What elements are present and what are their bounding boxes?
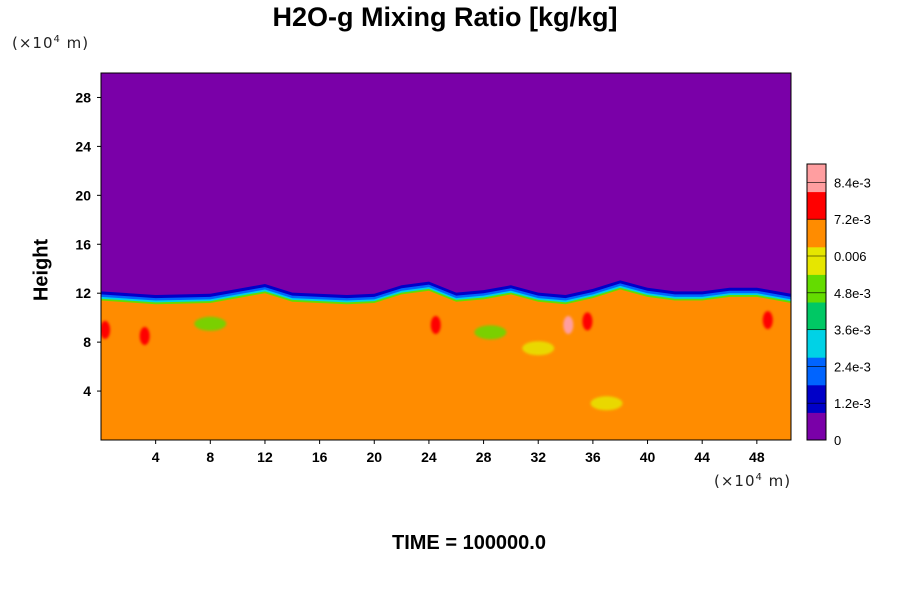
moist-region [101, 289, 791, 440]
field-layer [101, 73, 791, 440]
x-unit-exponent: 4 [755, 472, 763, 483]
colorbar-segment-6 [807, 246, 826, 275]
moist-patch-0 [101, 320, 111, 339]
chart-title: H2O-g Mixing Ratio [kg/kg] [272, 2, 618, 32]
colorbar-segment-3 [807, 329, 826, 358]
colorbar-tick-label-6: 7.2e-3 [834, 212, 871, 227]
x-tick-label-2: 12 [257, 449, 273, 465]
x-tick-label-7: 32 [530, 449, 546, 465]
colorbar-tick-label-3: 3.6e-3 [834, 323, 871, 338]
x-tick-label-10: 44 [694, 449, 710, 465]
colorbar-tick-label-0: 0 [834, 433, 841, 448]
x-tick-label-0: 4 [152, 449, 160, 465]
colorbar-tick-label-5: 0.006 [834, 249, 867, 264]
y-tick-label-5: 24 [75, 138, 91, 154]
colorbar-tick-label-1: 1.2e-3 [834, 396, 871, 411]
y-unit-label: (×104 m) [12, 34, 89, 52]
colorbar-segment-0 [807, 412, 826, 441]
time-label: TIME = 100000.0 [392, 532, 546, 554]
moist-patch-4 [582, 312, 593, 331]
colorbar-tick-label-2: 2.4e-3 [834, 359, 871, 374]
plot-frame [100, 72, 792, 441]
y-tick-label-0: 4 [83, 383, 91, 399]
y-tick-label-2: 12 [75, 285, 91, 301]
colorbar-segment-7 [807, 219, 826, 248]
moist-patch-3 [563, 316, 574, 335]
colorbar-segment-2 [807, 357, 826, 386]
y-unit-exponent: 4 [53, 34, 61, 45]
colorbar-segment-9 [807, 164, 826, 193]
x-tick-label-4: 20 [366, 449, 382, 465]
x-tick-label-1: 8 [206, 449, 214, 465]
x-tick-label-9: 40 [640, 449, 656, 465]
y-tick-label-4: 20 [75, 187, 91, 203]
x-tick-label-11: 48 [749, 449, 765, 465]
moist-patch-2 [430, 316, 441, 335]
colorbar-tick-label-4: 4.8e-3 [834, 286, 871, 301]
dry-patch-1 [474, 325, 507, 340]
x-unit-suffix: m) [762, 472, 792, 490]
x-unit-prefix: (×10 [714, 472, 756, 490]
dry-patch-3 [590, 396, 623, 411]
moist-patch-1 [139, 327, 150, 346]
y-unit-prefix: (×10 [12, 34, 54, 52]
dry-patch-0 [194, 316, 227, 331]
x-tick-label-3: 16 [312, 449, 328, 465]
colorbar-tick-label-7: 8.4e-3 [834, 175, 871, 190]
y-tick-label-6: 28 [75, 89, 91, 105]
x-tick-label-5: 24 [421, 449, 437, 465]
colorbar-segment-8 [807, 191, 826, 220]
dry-patch-2 [522, 341, 555, 356]
x-unit-label: (×104 m) [714, 472, 791, 490]
colorbar-segment-4 [807, 302, 826, 331]
moist-patch-5 [762, 311, 773, 330]
colorbar-segment-5 [807, 274, 826, 303]
colorbar-segment-1 [807, 384, 826, 413]
y-tick-label-1: 8 [83, 334, 91, 350]
x-tick-label-6: 28 [476, 449, 492, 465]
x-tick-label-8: 36 [585, 449, 601, 465]
y-unit-suffix: m) [60, 34, 90, 52]
y-tick-label-3: 16 [75, 236, 91, 252]
